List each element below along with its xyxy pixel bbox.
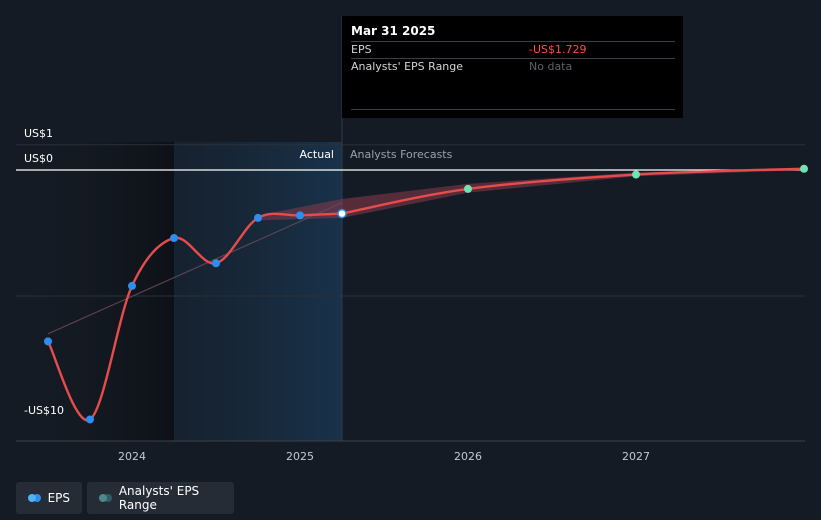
y-tick-label: -US$10 [24, 404, 64, 417]
trend-line [47, 202, 343, 335]
eps-chart: US$1 US$0 -US$10 2024 2025 2026 2027 Actual Anal… [16, 16, 808, 463]
selected-eps-point[interactable] [337, 208, 347, 219]
legend-range-button[interactable]: Analysts' EPS Range [87, 482, 234, 514]
x-tick-label: 2027 [622, 450, 650, 463]
legend-eps-label: EPS [47, 491, 70, 505]
tooltip-eps-label: EPS [351, 43, 372, 56]
legend-range-label: Analysts' EPS Range [118, 484, 200, 512]
eps-forecast-point[interactable] [464, 184, 472, 193]
eps-actual-point[interactable] [212, 259, 220, 268]
range-legend-icon [99, 494, 112, 502]
tooltip-date: Mar 31 2025 [351, 24, 436, 38]
x-tick-label: 2024 [118, 450, 146, 463]
actual-region-label: Actual [300, 148, 334, 161]
past-region-shade [16, 142, 174, 441]
tooltip-range-label: Analysts' EPS Range [351, 60, 464, 73]
tooltip-divider [351, 109, 675, 110]
actual-region-highlight [174, 142, 342, 441]
tooltip-divider [351, 58, 675, 59]
forecast-region-label: Analysts Forecasts [350, 148, 453, 161]
tooltip-divider [351, 41, 675, 42]
eps-forecast-point[interactable] [632, 170, 640, 179]
y-tick-label: US$0 [24, 152, 53, 165]
eps-actual-point[interactable] [254, 213, 262, 222]
eps-actual-point[interactable] [170, 234, 178, 243]
eps-actual-point[interactable] [296, 211, 304, 220]
y-tick-label: US$1 [24, 127, 53, 140]
eps-actual-point[interactable] [128, 281, 136, 290]
x-tick-label: 2026 [454, 450, 482, 463]
x-tick-label: 2025 [286, 450, 314, 463]
tooltip-range-value: No data [529, 60, 573, 73]
tooltip: Mar 31 2025 EPS -US$1.729 Analysts' EPS … [342, 16, 683, 118]
eps-legend-icon [28, 494, 41, 502]
eps-forecast-line [340, 167, 806, 215]
eps-actual-point[interactable] [44, 337, 52, 346]
eps-actual-point[interactable] [86, 415, 94, 424]
legend-eps-button[interactable]: EPS [16, 482, 82, 514]
tooltip-eps-value: -US$1.729 [529, 43, 587, 56]
eps-range-band [258, 167, 804, 221]
eps-forecast-point[interactable] [800, 164, 808, 173]
